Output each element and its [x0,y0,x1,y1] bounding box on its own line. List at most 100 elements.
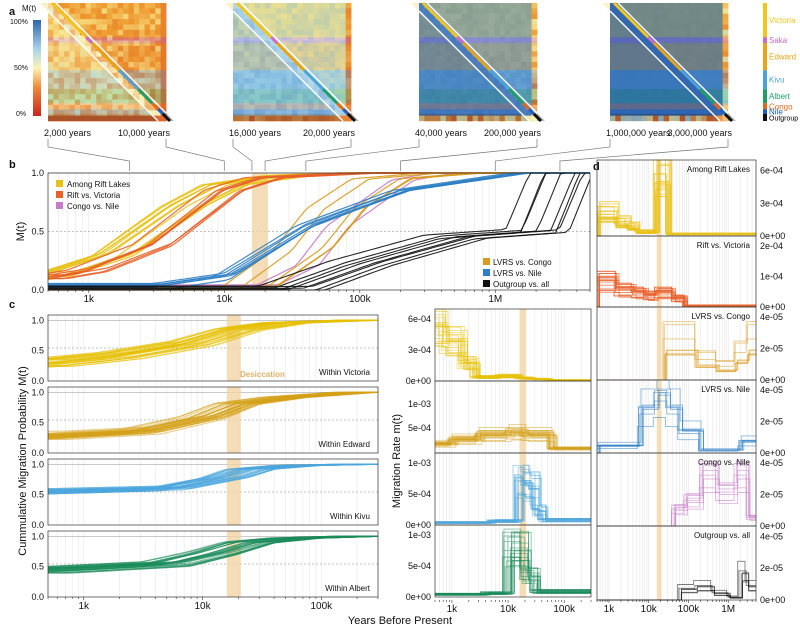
heatmap-cell [313,67,320,74]
heatmap-cell [139,35,145,41]
heatmap-cell [526,99,533,106]
heatmap-cell [456,19,463,25]
heatmap-cell [313,94,320,100]
heatmap-cell [90,62,97,68]
heatmap-cell [610,3,616,9]
heatmap-cell [456,29,463,36]
heatmap-cell [308,78,314,84]
heatmap-diagonal-edge [426,2,538,114]
heatmap-cell [419,35,425,41]
heatmap-cell [270,88,277,95]
heatmap-cell [626,3,632,9]
heatmap-cell [531,24,538,31]
heatmap-cell [243,3,250,9]
heatmap-cell [679,19,686,25]
heatmap-cell [429,40,436,47]
heatmap-cell [658,51,665,58]
heatmap-cell [340,99,347,106]
heatmap-cell [144,104,151,111]
heatmap-cell [254,35,261,41]
heatmap-cell [690,62,697,68]
heatmap-cell [107,19,113,25]
heatmap-cell [292,8,298,15]
desiccation-band [519,309,527,381]
heatmap-cell [64,8,70,15]
heatmap-cell [270,110,277,117]
heatmap-diagonal-segment [522,102,531,111]
heatmap-cell [117,24,124,31]
heatmap-cell [123,40,129,47]
heatmap-cell [520,35,527,41]
heatmap-cell [233,35,239,41]
heatmap-cell [647,29,654,36]
heatmap-cell [318,56,325,63]
heatmap-cell [695,3,702,9]
heatmap-cell [515,8,522,15]
heatmap-cell [297,13,304,20]
heatmap-cell [233,72,239,79]
heatmap-cell [286,29,293,36]
heatmap-cell [155,110,162,117]
heatmap-cell [48,3,54,9]
heatmap-cell [275,110,282,117]
heatmap-cell [139,115,145,122]
heatmap-cell [701,78,707,84]
heatmap-cell [520,19,527,25]
panel-d-tick-label: 100k [678,604,701,615]
heatmap-cell [281,3,288,9]
heatmap-cell [324,78,330,84]
heatmap-cell [48,88,54,95]
heatmap-cell [281,19,288,25]
heatmap-cell [128,83,135,90]
heatmap-cell [297,51,304,58]
panel-c-left-frame [47,314,379,382]
heatmap-diagonal-segment [270,36,279,45]
heatmap-cell [329,45,336,52]
heatmap-cell [270,62,277,68]
panel-c-right-ytick-label: 5e-04 [408,561,431,571]
heatmap-cell [717,35,724,41]
heatmap-cell [249,19,255,25]
heatmap-cell [48,78,54,84]
heatmap-cell [711,67,718,74]
heatmap-cell [74,56,81,63]
heatmap-cell [483,78,490,84]
heatmap-cell [663,3,670,9]
heatmap-cell [472,67,479,74]
heatmap-diagonal-segment [342,108,349,115]
heatmap-cell [647,99,654,106]
heatmap-cell [674,67,681,74]
heatmap-cell [615,67,622,74]
heatmap-cell [658,104,665,111]
heatmap-cell [53,67,60,74]
panel-c-left-ytick-label: 0.0 [31,592,44,602]
heatmap-cell [308,51,314,58]
panel-c-right-ytick-label: 1e-03 [408,458,431,468]
heatmap-cell [133,67,140,74]
heatmap-cell [531,88,538,95]
heatmap-cell [631,88,638,95]
panel-c-left-row-label: Within Edward [318,440,370,449]
heatmap-cell [706,51,713,58]
heatmap-cell [238,94,245,100]
heatmap-cell [144,62,151,68]
heatmap-cell [695,19,702,25]
heatmap-cell [620,78,627,84]
panel-c-right-ytick-label: 0e+00 [406,592,431,602]
heatmap-cell [456,62,463,68]
heatmap-cell [302,104,309,111]
heatmap-cell [117,94,124,100]
heatmap-cell [259,72,266,79]
heatmap-cell [679,115,686,122]
heatmap-cell [472,62,479,68]
heatmap-cell [281,35,288,41]
heatmap-cell [123,19,129,25]
heatmap-time-label-right: 10,000 years [118,128,171,138]
heatmap-cell [478,78,484,84]
heatmap-cell [297,24,304,31]
heatmap-cell [259,45,266,52]
panel-c-right-frame [434,524,592,598]
heatmap-cell [461,104,468,111]
heatmap-cell [451,56,457,63]
heatmap-cell [620,62,627,68]
